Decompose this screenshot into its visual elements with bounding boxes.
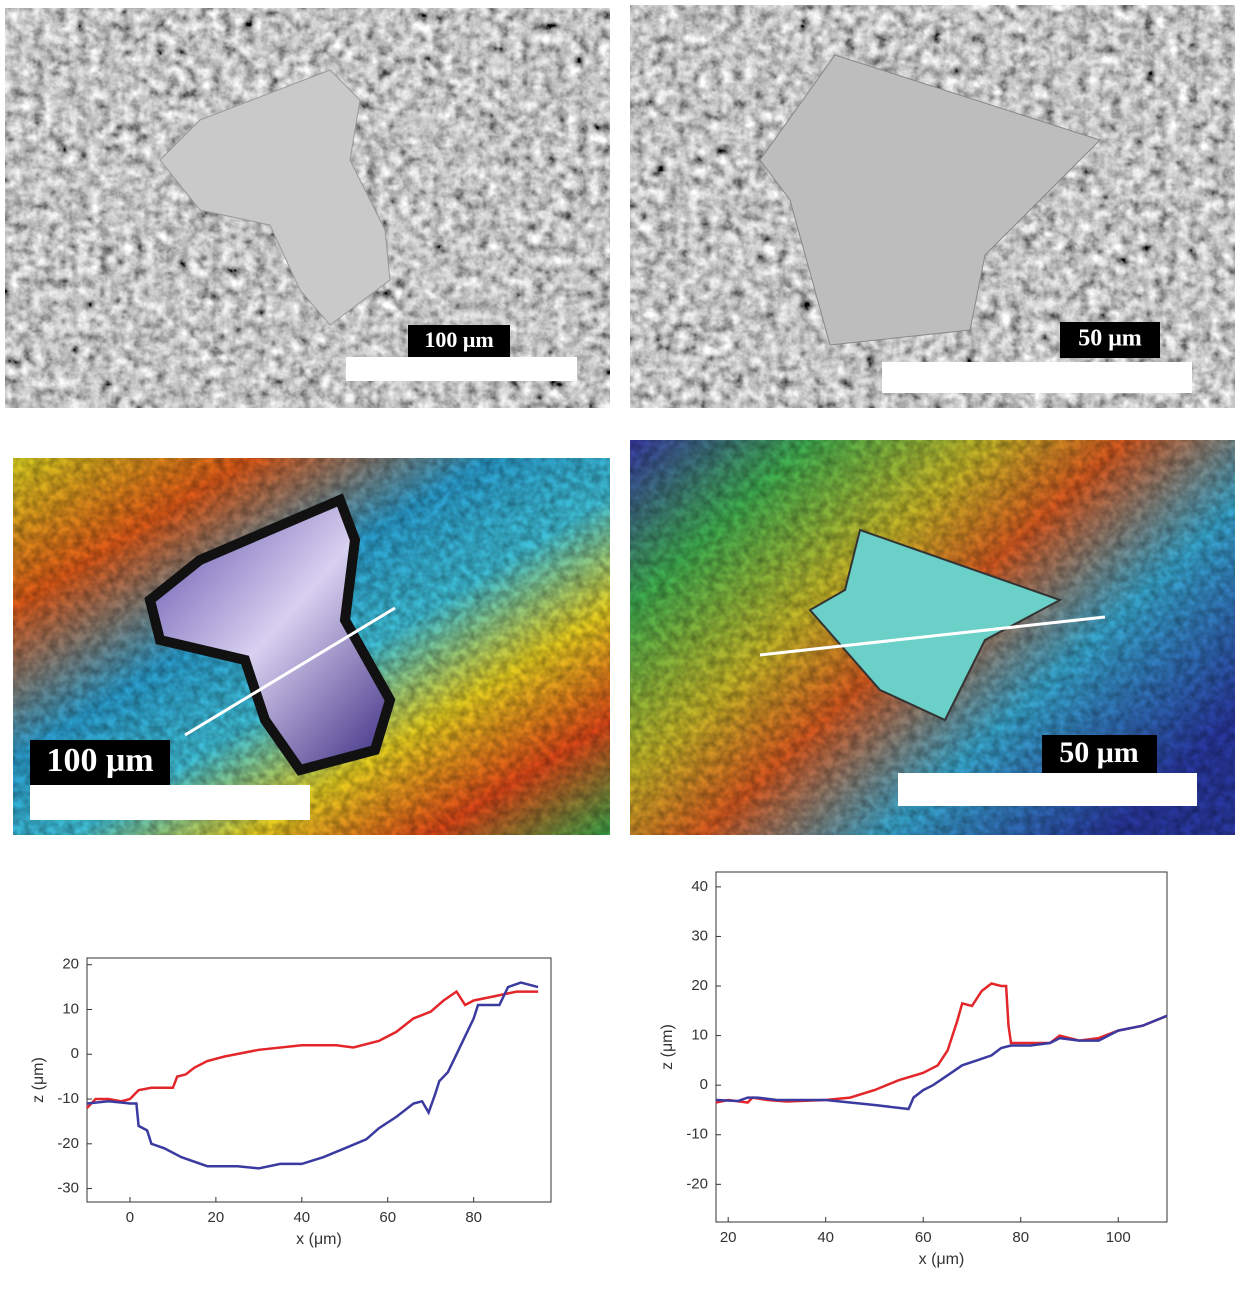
y-tick-label: 30 bbox=[691, 927, 708, 944]
y-tick-label: 20 bbox=[691, 977, 708, 994]
x-tick-label: 80 bbox=[1012, 1229, 1029, 1246]
x-tick-label: 40 bbox=[293, 1209, 310, 1226]
y-tick-label: -10 bbox=[686, 1126, 708, 1143]
x-tick-label: 20 bbox=[720, 1229, 737, 1246]
scale-label: 100 μm bbox=[46, 742, 153, 779]
y-tick-label: 20 bbox=[62, 956, 79, 973]
x-tick-label: 60 bbox=[915, 1229, 932, 1246]
y-tick-label: 0 bbox=[700, 1076, 708, 1093]
page: {"images": [ {"scale_label": "100 μm"}, … bbox=[0, 0, 1240, 1291]
x-tick-label: 60 bbox=[379, 1209, 396, 1226]
x-tick-label: 40 bbox=[817, 1229, 834, 1246]
figure: 100 μm 50 μm 100 μm 50 μm 02040608020100… bbox=[0, 0, 1240, 1291]
y-tick-label: -20 bbox=[686, 1175, 708, 1192]
height-map-right: 50 μm bbox=[630, 440, 1235, 835]
scale-label: 50 μm bbox=[1078, 326, 1142, 352]
x-axis-label: x (μm) bbox=[296, 1231, 342, 1248]
y-axis-label: z (μm) bbox=[30, 1057, 47, 1103]
sem-image-left: 100 μm bbox=[5, 8, 610, 408]
sem-image-right: 50 μm bbox=[630, 5, 1235, 408]
y-tick-label: 40 bbox=[691, 878, 708, 895]
height-map-left: 100 μm bbox=[13, 458, 610, 835]
x-axis-label: x (μm) bbox=[919, 1251, 965, 1268]
scale-label: 50 μm bbox=[1059, 736, 1139, 769]
scale-label: 100 μm bbox=[424, 327, 493, 352]
y-tick-label: -30 bbox=[57, 1180, 79, 1197]
plot-area bbox=[716, 872, 1167, 1222]
x-tick-label: 100 bbox=[1106, 1229, 1131, 1246]
y-tick-label: 10 bbox=[62, 1000, 79, 1017]
y-tick-label: -10 bbox=[57, 1090, 79, 1107]
y-tick-label: -20 bbox=[57, 1135, 79, 1152]
y-tick-label: 0 bbox=[71, 1045, 79, 1062]
x-tick-label: 0 bbox=[126, 1209, 134, 1226]
y-axis-label: z (μm) bbox=[659, 1024, 676, 1070]
x-tick-label: 20 bbox=[208, 1209, 225, 1226]
plot-area bbox=[87, 958, 551, 1202]
x-tick-label: 80 bbox=[465, 1209, 482, 1226]
y-tick-label: 10 bbox=[691, 1027, 708, 1044]
